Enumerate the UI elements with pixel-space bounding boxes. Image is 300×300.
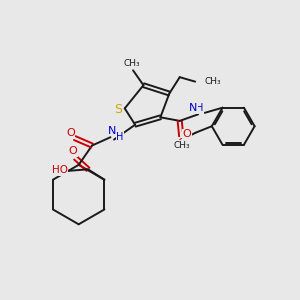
Text: S: S bbox=[114, 103, 122, 116]
Text: CH₃: CH₃ bbox=[204, 77, 221, 86]
Text: N: N bbox=[189, 103, 197, 113]
Text: HO: HO bbox=[52, 165, 68, 175]
Text: O: O bbox=[69, 146, 78, 157]
Text: O: O bbox=[177, 138, 186, 148]
Text: O: O bbox=[182, 129, 191, 139]
Text: H: H bbox=[196, 103, 203, 113]
Text: N: N bbox=[108, 126, 116, 136]
Text: CH₃: CH₃ bbox=[123, 59, 140, 68]
Text: O: O bbox=[66, 128, 75, 138]
Text: H: H bbox=[116, 132, 124, 142]
Text: CH₃: CH₃ bbox=[173, 141, 190, 150]
